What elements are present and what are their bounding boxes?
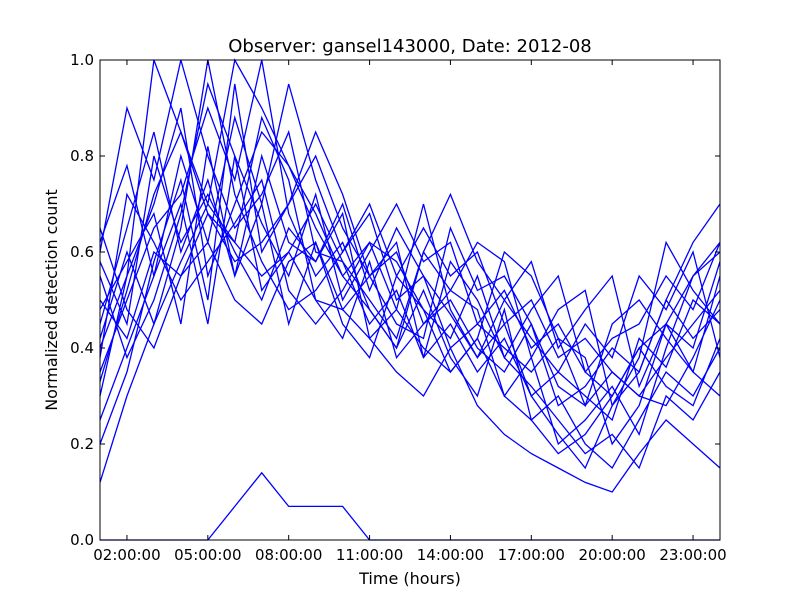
y-tick-label: 0.0 <box>70 531 94 549</box>
x-tick-label: 05:00:00 <box>174 546 241 564</box>
series-line-2 <box>99 202 721 493</box>
series-line-13 <box>99 59 721 407</box>
x-tick-label: 14:00:00 <box>417 546 484 564</box>
series-line-5 <box>99 59 721 470</box>
series-line-11 <box>99 226 721 407</box>
series-line-17 <box>99 115 721 408</box>
y-tick-label: 1.0 <box>70 51 94 69</box>
plot-frame <box>99 59 721 541</box>
series-line-4 <box>99 59 721 470</box>
series-line-8 <box>99 131 721 422</box>
tick-layer: 02:00:00 05:00:00 08:00:00 11:00:00 14:00:00… <box>70 51 727 564</box>
series-line-1 <box>100 471 720 541</box>
x-tick-label: 17:00:00 <box>498 546 565 564</box>
series-line-7 <box>99 83 721 470</box>
x-tick-label: 23:00:00 <box>659 546 726 564</box>
x-axis-label: Time (hours) <box>358 569 461 588</box>
chart-title: Observer: gansel143000, Date: 2012-08 <box>228 36 592 57</box>
series-line-14 <box>99 178 721 408</box>
x-tick-label: 20:00:00 <box>578 546 645 564</box>
y-tick-label: 0.8 <box>70 147 94 165</box>
series-line-18 <box>99 155 721 389</box>
y-tick-label: 0.6 <box>70 243 94 261</box>
series-line-15 <box>99 155 721 398</box>
series-line-16 <box>99 146 721 374</box>
x-tick-label: 08:00:00 <box>255 546 322 564</box>
y-axis-label: Normalized detection count <box>42 189 61 411</box>
x-tick-label: 11:00:00 <box>336 546 403 564</box>
series-line-9 <box>99 81 721 446</box>
series-line-12 <box>99 83 721 445</box>
y-tick-label: 0.2 <box>70 435 94 453</box>
x-tick-label: 02:00:00 <box>93 546 160 564</box>
series-layer <box>99 58 721 541</box>
y-tick-label: 0.4 <box>70 339 94 357</box>
